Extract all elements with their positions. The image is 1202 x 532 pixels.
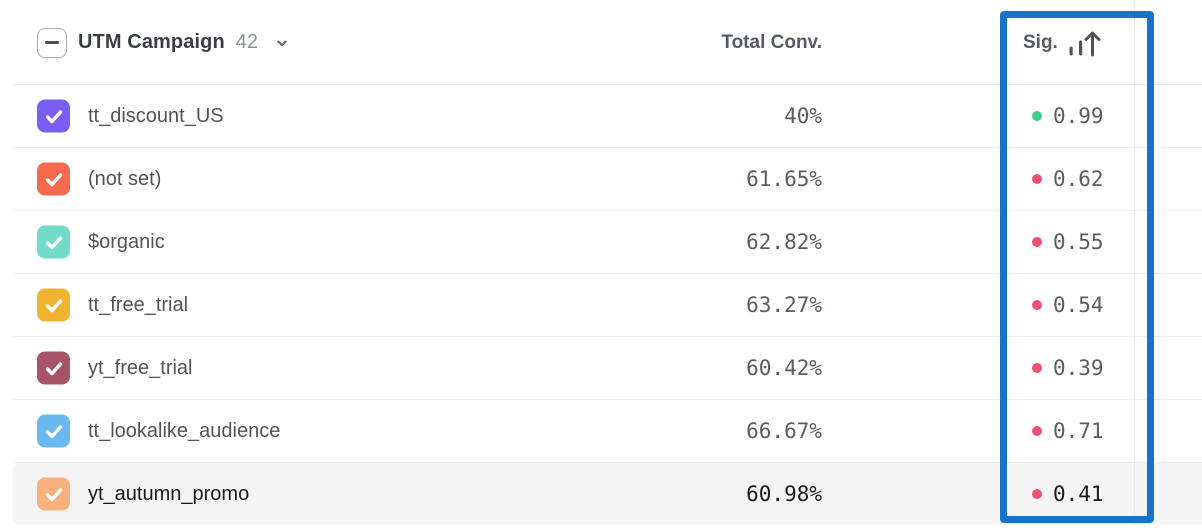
column-separator (1134, 0, 1135, 525)
table-row: tt_lookalike_audience 66.67% 0.71 (13, 400, 1202, 463)
check-icon (42, 104, 66, 128)
sig-value: 0.41 (1053, 482, 1104, 506)
sig-value: 0.71 (1053, 419, 1104, 443)
check-icon (42, 419, 66, 443)
row-checkbox[interactable] (37, 477, 70, 511)
row-checkbox[interactable] (37, 414, 70, 448)
header-left-group: UTM Campaign 42 (37, 0, 291, 85)
campaign-label: $organic (88, 230, 165, 253)
campaign-label: (not set) (88, 167, 162, 190)
sig-status-dot (1032, 237, 1042, 247)
total-conv-value: 63.27% (746, 293, 822, 317)
total-conv-value: 66.67% (746, 419, 822, 443)
sig-value: 0.54 (1053, 293, 1104, 317)
campaign-label: yt_autumn_promo (88, 482, 250, 505)
campaign-label: tt_free_trial (88, 293, 189, 316)
sig-status-dot (1032, 111, 1042, 121)
sig-value: 0.99 (1053, 104, 1104, 128)
sig-value: 0.62 (1053, 167, 1104, 191)
sig-status-dot (1032, 489, 1042, 499)
sig-status-dot (1032, 426, 1042, 436)
total-conv-value: 40% (784, 104, 822, 128)
table-header: UTM Campaign 42 Total Conv. Sig. (13, 0, 1202, 85)
sig-header-label: Sig. (1023, 31, 1058, 53)
row-checkbox[interactable] (37, 225, 70, 259)
data-table: UTM Campaign 42 Total Conv. Sig. (13, 0, 1202, 525)
check-icon (42, 293, 66, 317)
table-row: yt_free_trial 60.42% 0.39 (13, 337, 1202, 400)
row-checkbox[interactable] (37, 162, 70, 196)
check-icon (42, 230, 66, 254)
campaign-label: yt_free_trial (88, 356, 193, 379)
sort-ascending-icon[interactable] (1068, 29, 1102, 57)
table-row: $organic 62.82% 0.55 (13, 211, 1202, 274)
sig-value: 0.55 (1053, 230, 1104, 254)
total-conv-value: 61.65% (746, 167, 822, 191)
sig-status-dot (1032, 300, 1042, 310)
check-icon (42, 356, 66, 380)
campaign-label: tt_discount_US (88, 104, 224, 127)
total-conv-header[interactable]: Total Conv. (721, 31, 822, 53)
total-conv-value: 60.98% (746, 482, 822, 506)
row-checkbox[interactable] (37, 351, 70, 385)
table-row: (not set) 61.65% 0.62 (13, 148, 1202, 211)
total-conv-value: 60.42% (746, 356, 822, 380)
table-row: tt_free_trial 63.27% 0.54 (13, 274, 1202, 337)
row-count: 42 (235, 31, 259, 53)
row-checkbox[interactable] (37, 99, 70, 133)
sig-header[interactable]: Sig. (1023, 0, 1102, 85)
column-title: UTM Campaign (78, 31, 225, 53)
check-icon (42, 167, 66, 191)
sig-value: 0.39 (1053, 356, 1104, 380)
sig-status-dot (1032, 174, 1042, 184)
campaign-label: tt_lookalike_audience (88, 419, 281, 442)
table-row: yt_autumn_promo 60.98% 0.41 (13, 463, 1202, 525)
row-checkbox[interactable] (37, 288, 70, 322)
check-icon (42, 482, 66, 506)
total-conv-value: 62.82% (746, 230, 822, 254)
sig-status-dot (1032, 363, 1042, 373)
table-body: tt_discount_US 40% 0.99 (not set) 61.65%… (13, 85, 1202, 525)
collapse-button[interactable] (37, 27, 67, 58)
table-row: tt_discount_US 40% 0.99 (13, 85, 1202, 148)
chevron-down-icon[interactable] (273, 34, 291, 52)
minus-icon (45, 41, 59, 44)
